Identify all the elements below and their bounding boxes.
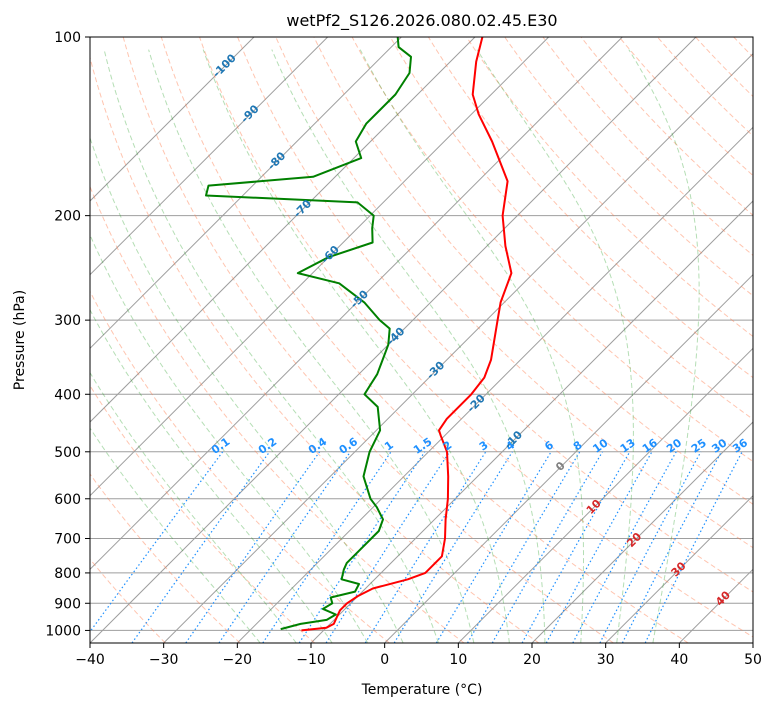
dry-adiabat-line: [90, 290, 390, 643]
mixing-ratio-line: [185, 451, 321, 643]
moist-adiabat-line: [476, 49, 634, 643]
dry-adiabat-line: [504, 37, 753, 297]
x-axis-label: Temperature (°C): [361, 682, 483, 698]
x-tick-label: −10: [296, 652, 326, 668]
dry-adiabat-line: [122, 37, 614, 643]
moist-adiabat-line: [271, 49, 546, 643]
mixing-ratio-line: [491, 451, 604, 643]
mixing-ratio-line: [218, 451, 351, 643]
isotherm-line: [163, 52, 753, 643]
mixing-ratio-line: [325, 451, 451, 643]
x-tick-label: −30: [149, 652, 179, 668]
x-tick-label: 0: [380, 652, 389, 668]
temperature-profile-line: [301, 37, 513, 632]
moist-adiabat-line: [103, 49, 439, 643]
background-reference-lines: [90, 37, 753, 643]
isotherm-line: [531, 421, 753, 643]
dewpoint-profile-line: [205, 37, 412, 631]
mixing-ratio-line: [364, 451, 487, 643]
isotherm-line: [90, 37, 550, 497]
x-tick-label: 20: [523, 652, 541, 668]
mixing-ratio-line: [131, 451, 271, 643]
y-tick-label: 200: [54, 209, 81, 225]
y-tick-label: 300: [54, 313, 81, 329]
sounding-profiles: [205, 37, 513, 632]
y-tick-label: 500: [54, 445, 81, 461]
mixing-ratio-line: [572, 451, 677, 643]
dry-adiabat-line: [466, 37, 753, 338]
moist-adiabat-line: [202, 49, 510, 643]
dry-adiabat-line: [237, 37, 753, 593]
dry-adiabat-line: [313, 37, 753, 505]
x-axis: −40 −30 −20 −10 0 10 20 30 40 50: [75, 643, 762, 668]
dry-adiabat-line: [90, 185, 465, 643]
chart-title: wetPf2_S126.2026.080.02.45.E30: [286, 11, 557, 31]
isotherm-line: [236, 126, 753, 643]
x-tick-label: 30: [597, 652, 615, 668]
isotherm-line: [310, 200, 753, 643]
y-tick-label: 100: [54, 30, 81, 46]
moist-adiabat-line: [90, 136, 404, 643]
plot-frame: [89, 36, 754, 644]
y-tick-label: 400: [54, 387, 81, 403]
dry-adiabat-line: [351, 37, 753, 463]
isotherm-line: [90, 37, 476, 423]
isotherm-line: [605, 494, 753, 643]
dry-adiabat-line: [580, 37, 753, 216]
x-tick-label: 40: [670, 652, 688, 668]
mixing-ratio-line: [393, 451, 513, 643]
moist-adiabat-line: [90, 308, 333, 643]
dry-adiabat-line: [427, 37, 753, 379]
isotherm-line: [90, 37, 697, 643]
x-tick-label: 50: [744, 652, 762, 668]
y-tick-label: 800: [54, 566, 81, 582]
mixing-ratio-line: [545, 451, 653, 643]
moist-adiabat-line: [628, 49, 700, 643]
mixing-ratio-line: [466, 451, 581, 643]
y-tick-label: 600: [54, 492, 81, 508]
x-tick-label: 10: [449, 652, 467, 668]
x-tick-label: −40: [75, 652, 105, 668]
isotherm-line: [90, 37, 623, 571]
isotherm-line: [457, 347, 753, 643]
isotherm-line: [384, 273, 753, 643]
moist-adiabat-line: [148, 49, 475, 643]
y-axis: 100 200 300 400 500 600 700 800 900 1000: [45, 30, 90, 639]
y-tick-label: 900: [54, 596, 81, 612]
mixing-ratio-line: [435, 451, 552, 643]
y-axis-label: Pressure (hPa): [12, 290, 28, 390]
dry-adiabat-line: [160, 37, 689, 643]
moist-adiabat-line: [359, 49, 584, 643]
dry-adiabat-line: [275, 37, 753, 549]
y-tick-label: 700: [54, 532, 81, 548]
dry-adiabat-line: [90, 55, 540, 643]
moist-adiabat-line: [90, 233, 369, 643]
dry-adiabat-line: [90, 473, 241, 643]
isotherm-line: [90, 37, 402, 350]
dry-adiabat-line: [90, 384, 316, 643]
y-tick-label: 1000: [45, 623, 81, 639]
isotherm-line: [90, 37, 329, 276]
isotherm-line: [90, 37, 255, 202]
mixing-ratio-line: [521, 451, 631, 643]
x-tick-label: −20: [223, 652, 253, 668]
